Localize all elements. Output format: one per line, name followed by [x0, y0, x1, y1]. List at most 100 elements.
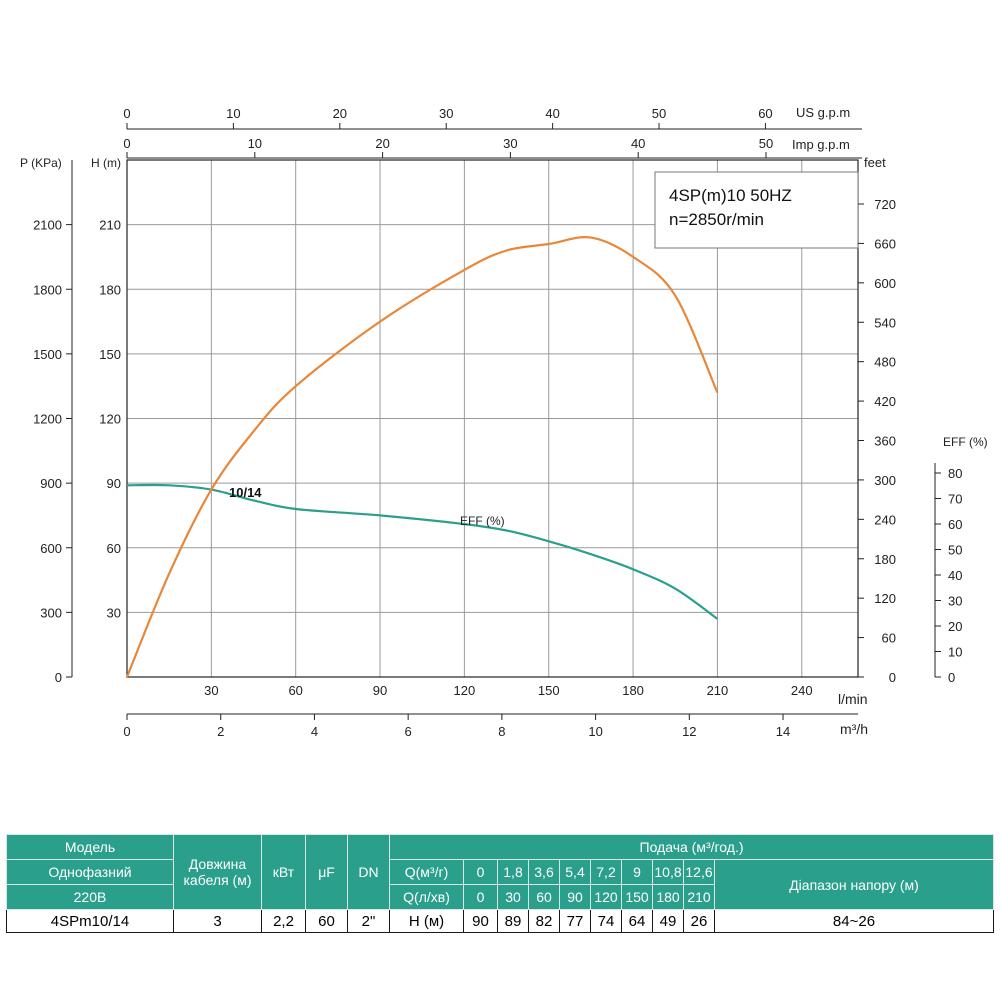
efficiency-curve	[125, 236, 719, 678]
row-h-label: H (м)	[389, 909, 464, 933]
y-tick-label-feet: 660	[874, 236, 896, 251]
table-row: 4SPm10/14 3 2,2 60 2" H (м) 90 89 82 77 …	[6, 909, 994, 933]
head-curve-10-14	[126, 483, 719, 620]
y-tick-label-head: 30	[107, 605, 121, 620]
y-tick-label-eff: 10	[948, 645, 962, 660]
x-tick-label-lpm: 150	[538, 683, 560, 698]
row-h-cell: 26	[683, 909, 715, 933]
y-tick-label-feet: 360	[874, 434, 896, 449]
x-tick-label-impgpm: 50	[759, 136, 773, 151]
x-tick-label-impgpm: 0	[123, 136, 130, 151]
x-tick-label-usgpm: 30	[439, 106, 453, 121]
row-uf: 60	[305, 909, 348, 933]
y-tick-label-pressure: 600	[40, 541, 62, 556]
row-h-cell: 74	[590, 909, 622, 933]
y-tick-label-eff: 40	[948, 568, 962, 583]
header-voltage: 220В	[6, 884, 174, 910]
x-tick-label-m3h: 0	[123, 724, 130, 739]
x-tick-label-lpm: 60	[288, 683, 302, 698]
y-tick-label-eff: 70	[948, 492, 962, 507]
header-single-phase: Однофазний	[6, 859, 174, 885]
y-tick-label-pressure: 300	[40, 605, 62, 620]
x-tick-label-m3h: 2	[217, 724, 224, 739]
spec-table: Модель Довжина кабеля (м) кВт μF DN Пода…	[6, 834, 994, 933]
x-tick-label-m3h: 6	[405, 724, 412, 739]
x-axis-title-m3h: m³/h	[840, 721, 868, 737]
row-h-cell: 77	[559, 909, 591, 933]
x-tick-label-lpm: 30	[204, 683, 218, 698]
y-tick-label-pressure: 0	[55, 670, 62, 685]
x-tick-label-lpm: 120	[454, 683, 476, 698]
y-tick-label-feet: 300	[874, 473, 896, 488]
q-m3h-cell: 5,4	[559, 859, 591, 885]
y-axis-title-eff: EFF (%)	[943, 435, 988, 449]
x-tick-label-lpm: 90	[373, 683, 387, 698]
header-kw: кВт	[261, 834, 306, 910]
q-lpm-cell: 150	[621, 884, 653, 910]
header-uf: μF	[305, 834, 348, 910]
q-lpm-cell: 180	[652, 884, 684, 910]
row-kw: 2,2	[261, 909, 306, 933]
x-tick-label-usgpm: 40	[545, 106, 559, 121]
y-tick-label-pressure: 1800	[33, 282, 62, 297]
y-tick-label-head: 210	[99, 218, 121, 233]
x-axis-title-lpm: l/min	[838, 691, 868, 707]
y-tick-label-head: 60	[107, 541, 121, 556]
y-tick-label-pressure: 900	[40, 476, 62, 491]
x-tick-label-impgpm: 10	[248, 136, 262, 151]
q-m3h-cell: 12,6	[683, 859, 715, 885]
x-tick-label-usgpm: 0	[123, 106, 130, 121]
row-h-cell: 82	[528, 909, 560, 933]
header-q-m3h-label: Q(м³/г)	[389, 859, 464, 885]
y-tick-label-pressure: 1500	[33, 347, 62, 362]
q-m3h-cell: 7,2	[590, 859, 622, 885]
y-tick-label-head: 180	[99, 282, 121, 297]
y-tick-label-feet: 600	[874, 276, 896, 291]
x-tick-label-usgpm: 10	[226, 106, 240, 121]
header-model: Модель	[6, 834, 174, 860]
q-m3h-cell: 1,8	[497, 859, 529, 885]
header-q-lpm-label: Q(л/хв)	[389, 884, 464, 910]
y-axis-title-feet: feet	[864, 155, 886, 170]
y-tick-label-feet: 120	[874, 591, 896, 606]
q-m3h-cell: 3,6	[528, 859, 560, 885]
y-tick-label-head: 90	[107, 476, 121, 491]
x-axis-title-impgpm: Imp g.p.m	[792, 137, 850, 152]
x-axis-title-usgpm: US g.p.m	[796, 105, 850, 120]
row-h-cell: 89	[497, 909, 529, 933]
q-m3h-cell: 10,8	[652, 859, 684, 885]
y-tick-label-eff: 60	[948, 517, 962, 532]
x-tick-label-usgpm: 60	[758, 106, 772, 121]
y-tick-label-eff: 0	[948, 670, 955, 685]
y-tick-label-feet: 480	[874, 355, 896, 370]
x-tick-label-impgpm: 40	[631, 136, 645, 151]
x-tick-label-impgpm: 30	[503, 136, 517, 151]
q-lpm-cell: 30	[497, 884, 529, 910]
y-axis-title-pressure: P (KPa)	[20, 156, 62, 170]
y-tick-label-feet: 540	[874, 315, 896, 330]
pump-performance-chart: 4SP(m)10 50HZ n=2850r/min P (KPa) H (m) …	[20, 105, 988, 739]
row-h-cell: 49	[652, 909, 684, 933]
plot-frame	[126, 159, 859, 678]
y-tick-label-head: 120	[99, 412, 121, 427]
x-tick-label-m3h: 12	[682, 724, 696, 739]
x-tick-label-m3h: 8	[498, 724, 505, 739]
axis-ticks: 30 60 90 120 150 180 210 2403060901201501802100…	[33, 106, 962, 739]
header-head-range: Діапазон напору (м)	[714, 859, 994, 910]
row-h-cell: 64	[621, 909, 653, 933]
header-flow: Подача (м³/год.)	[389, 834, 994, 860]
header-cable-length: Довжина кабеля (м)	[173, 834, 262, 910]
x-tick-label-m3h: 14	[776, 724, 790, 739]
row-head-range: 84~26	[714, 909, 994, 933]
y-tick-label-feet: 0	[889, 670, 896, 685]
y-tick-label-eff: 20	[948, 619, 962, 634]
q-lpm-cell: 0	[463, 884, 498, 910]
y-axis-title-head: H (m)	[91, 156, 121, 170]
y-tick-label-feet: 420	[874, 394, 896, 409]
x-tick-label-lpm: 210	[707, 683, 729, 698]
info-box-model: 4SP(m)10 50HZ	[669, 186, 792, 205]
y-tick-label-feet: 240	[874, 512, 896, 527]
q-m3h-cell: 9	[621, 859, 653, 885]
row-dn: 2"	[347, 909, 390, 933]
row-h-cell: 90	[463, 909, 498, 933]
